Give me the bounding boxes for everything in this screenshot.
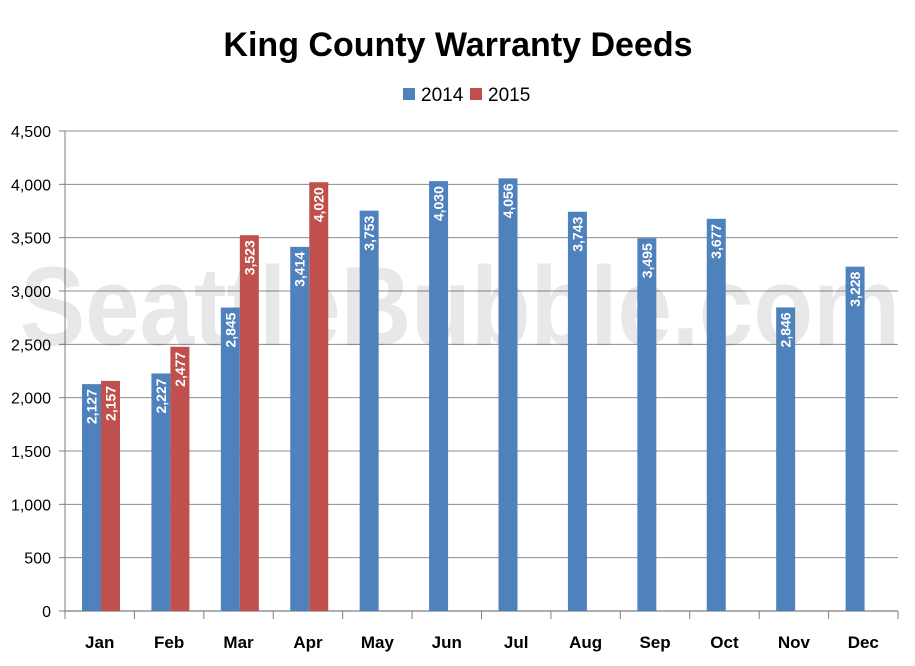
- bar-2015-jan: [101, 380, 120, 611]
- data-label: 3,743: [569, 217, 585, 252]
- bar-2014-may: [359, 210, 379, 611]
- data-label: 2,477: [172, 352, 188, 387]
- legend-swatch-2014: [403, 88, 415, 100]
- data-label: 3,414: [292, 252, 308, 287]
- bar-2014-nov: [776, 307, 796, 611]
- bar-2014-mar: [220, 307, 240, 611]
- y-tick-label: 0: [42, 604, 51, 621]
- data-label: 3,523: [241, 240, 257, 275]
- bar-2015-mar: [239, 235, 259, 612]
- data-label: 3,677: [708, 224, 724, 259]
- x-tick-label: Apr: [293, 633, 323, 652]
- x-tick-label: Nov: [778, 633, 811, 652]
- y-tick-label: 3,500: [11, 231, 51, 248]
- y-tick-label: 3,000: [11, 284, 51, 301]
- bar-2014-dec: [845, 266, 865, 611]
- bar-2014-sep: [637, 238, 657, 611]
- x-tick-label: May: [361, 633, 395, 652]
- legend-swatch-2015: [470, 88, 482, 100]
- y-tick-label: 4,000: [11, 177, 51, 194]
- y-tick-label: 2,500: [11, 337, 51, 354]
- x-tick-label: Oct: [710, 633, 739, 652]
- legend-label-2015: 2015: [488, 85, 530, 106]
- y-tick-label: 2,000: [11, 391, 51, 408]
- x-axis-ticks: Jan Feb Mar Apr May Jun Jul Aug Sep Oct Nov Dec: [64, 611, 899, 652]
- data-label: 3,753: [361, 215, 377, 250]
- bar-2014-oct: [706, 218, 726, 611]
- x-tick-label: Mar: [223, 633, 254, 652]
- data-label: 2,227: [153, 378, 169, 413]
- data-label: 3,495: [639, 243, 655, 278]
- data-label: 2,845: [222, 312, 238, 347]
- bar-2014-jan: [82, 384, 101, 611]
- x-tick-label: Jan: [85, 633, 114, 652]
- data-label: 2,846: [778, 312, 794, 347]
- x-tick-label: Sep: [639, 633, 670, 652]
- bar-2015-feb: [170, 346, 190, 611]
- x-tick-label: Dec: [848, 633, 879, 652]
- bar-2014-jun: [429, 181, 449, 611]
- data-label: 4,056: [500, 183, 516, 218]
- y-axis-ticks: 0 500 1,000 1,500 2,000 2,500 3,000 3,500 4,000 4…: [11, 124, 51, 621]
- y-tick-label: 500: [24, 551, 51, 568]
- legend: 2014 2015: [403, 85, 530, 106]
- x-tick-label: Jul: [504, 633, 529, 652]
- data-label: 3,228: [847, 271, 863, 306]
- x-tick-label: Jun: [432, 633, 462, 652]
- y-tick-label: 1,000: [11, 497, 51, 514]
- bar-2014-jul: [498, 178, 518, 612]
- bar-2014-aug: [567, 211, 587, 611]
- data-label: 4,020: [311, 187, 327, 222]
- x-tick-label: Aug: [569, 633, 602, 652]
- watermark: SeattleBubble.com: [20, 244, 900, 369]
- chart-title: King County Warranty Deeds: [223, 26, 692, 64]
- x-tick-label: Feb: [154, 633, 184, 652]
- legend-label-2014: 2014: [421, 85, 464, 106]
- data-label: 2,127: [84, 389, 100, 424]
- bar-2014-apr: [290, 246, 310, 611]
- data-label: 4,030: [431, 186, 447, 221]
- y-tick-label: 1,500: [11, 444, 51, 461]
- bar-2015-apr: [309, 182, 329, 611]
- data-label: 2,157: [103, 386, 119, 421]
- y-tick-label: 4,500: [11, 124, 51, 141]
- gridlines: [59, 130, 898, 612]
- bar-2014-feb: [151, 373, 171, 611]
